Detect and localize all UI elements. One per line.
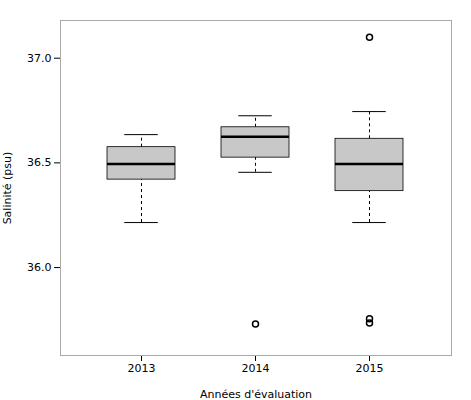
svg-text:37.0: 37.0 <box>27 52 52 65</box>
svg-text:2014: 2014 <box>242 362 270 375</box>
svg-text:Salinité (psu): Salinité (psu) <box>1 152 14 225</box>
svg-text:36.5: 36.5 <box>27 156 52 169</box>
svg-text:Années d'évaluation: Années d'évaluation <box>200 388 312 400</box>
svg-text:36.0: 36.0 <box>27 261 52 274</box>
svg-text:2015: 2015 <box>356 362 384 375</box>
svg-text:2013: 2013 <box>128 362 156 375</box>
